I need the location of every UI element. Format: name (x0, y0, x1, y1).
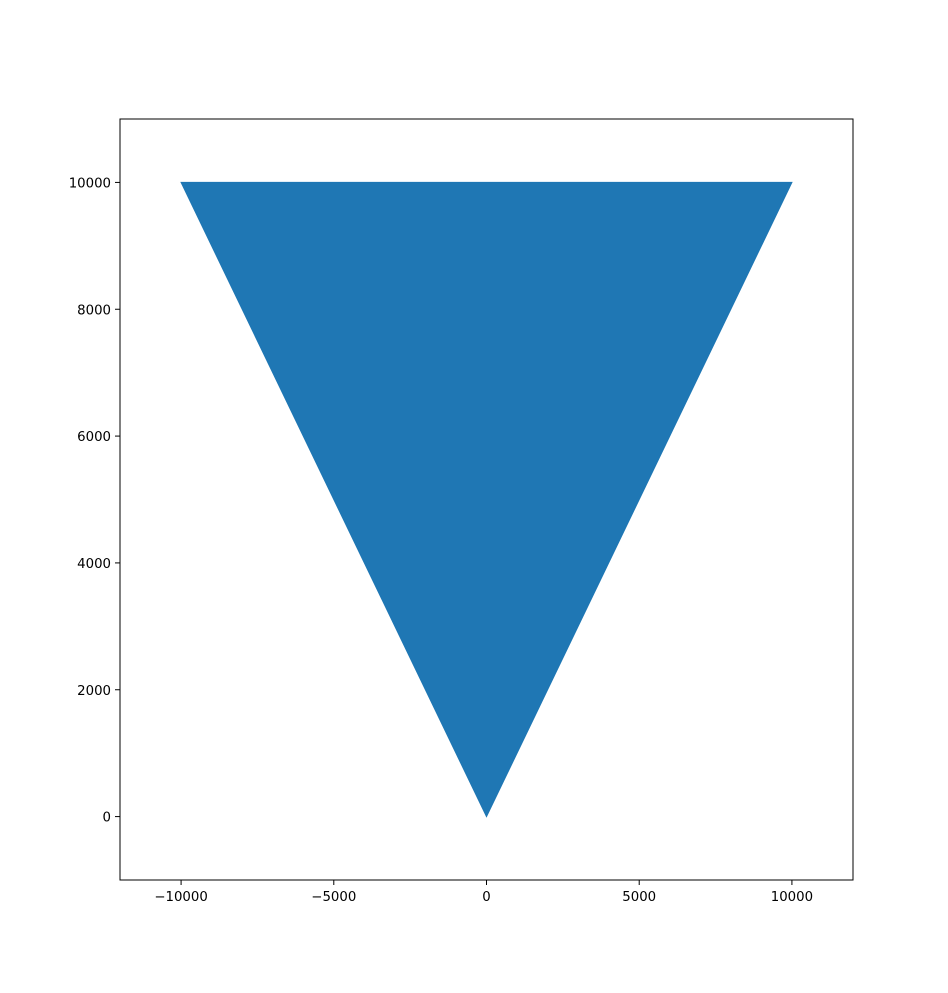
y-tick-label: 6000 (77, 430, 111, 445)
y-tick-label: 10000 (69, 176, 111, 191)
y-tick-label: 2000 (77, 684, 111, 699)
x-tick-label: 10000 (771, 890, 813, 905)
x-tick-label: 5000 (622, 890, 656, 905)
y-tick-label: 0 (103, 811, 111, 826)
y-tick-label: 8000 (77, 303, 111, 318)
x-tick-label: 0 (482, 890, 490, 905)
x-tick-label: −10000 (154, 890, 207, 905)
y-tick-label: 4000 (77, 557, 111, 572)
x-tick-label: −5000 (311, 890, 356, 905)
axes: −10000 −5000 0 5000 10000 0 2000 4000 6000 8000 10… (69, 118, 854, 905)
plot-area (180, 181, 793, 818)
filled-triangle-series-0 (180, 181, 793, 818)
